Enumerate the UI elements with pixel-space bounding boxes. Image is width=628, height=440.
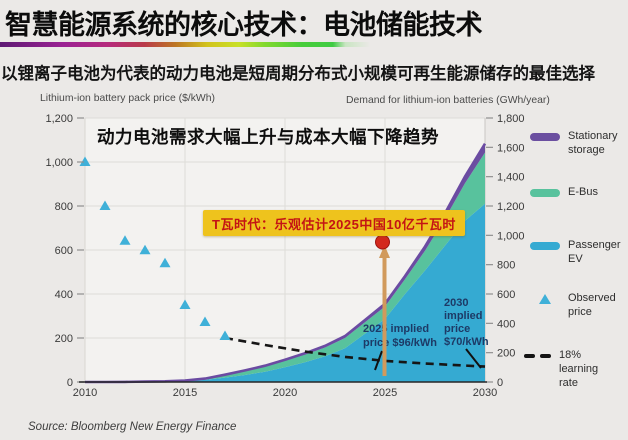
right-tick-label: 200	[497, 348, 515, 360]
right-tick-label: 1,200	[497, 201, 525, 213]
callout-marker-icon	[375, 234, 390, 250]
legend-label: Observed	[568, 292, 616, 304]
observed-price-marker	[199, 316, 211, 326]
right-tick-label: 1,600	[497, 142, 525, 154]
observed-price-marker	[79, 156, 91, 166]
slide-subtitle: 以锂离子电池为代表的动力电池是短周期分布式小规模可再生能源储存的最佳选择	[1, 65, 595, 83]
legend-label: E-Bus	[568, 186, 598, 198]
annotation-2030-line3: price	[444, 323, 470, 335]
right-tick-label: 1,800	[497, 113, 525, 125]
legend-item-observed-price: Observed price	[530, 292, 616, 320]
left-tick-label: 400	[55, 289, 73, 301]
rainbow-divider	[0, 42, 628, 47]
right-tick-label: 400	[497, 318, 515, 330]
observed-price-marker	[119, 235, 131, 245]
legend-label: Stationary	[568, 130, 618, 142]
observed-price-marker	[219, 330, 231, 341]
annotation-2025-line1: 2025 implied	[363, 323, 429, 335]
stationary-storage-swatch-icon	[530, 133, 560, 141]
left-tick-label: 200	[55, 333, 73, 345]
annotation-2025-leader-line	[374, 350, 383, 371]
left-tick-label: 800	[55, 201, 73, 213]
legend-label: Passenger	[568, 239, 621, 251]
legend-item-e-bus: E-Bus	[530, 186, 598, 200]
legend-label: rate	[559, 376, 578, 389]
learning-rate-line	[224, 336, 486, 368]
observed-price-marker	[159, 257, 171, 268]
observed-price-triangle-icon	[539, 294, 551, 304]
annotation-2030-line2: implied	[444, 310, 483, 322]
annotation-2030-leader-line	[465, 348, 482, 369]
legend-label: storage	[568, 143, 605, 156]
left-tick-label: 1,000	[45, 157, 73, 169]
chart-title: 动力电池需求大幅上升与成本大幅下降趋势	[97, 127, 439, 147]
legend-item-learning-rate: 18% learning rate	[524, 349, 598, 390]
left-axis-title: Lithium-ion battery pack price ($/kWh)	[40, 93, 215, 104]
left-tick-label: 1,200	[45, 113, 73, 125]
source-credit: Source: Bloomberg New Energy Finance	[28, 421, 237, 433]
right-tick-label: 800	[497, 260, 515, 272]
annotation-2030-line4: $70/kWh	[444, 336, 489, 348]
x-tick-label: 2020	[273, 387, 297, 399]
observed-price-marker	[139, 244, 151, 255]
x-tick-label: 2010	[73, 387, 97, 399]
observed-price-marker	[179, 299, 191, 309]
right-axis-title: Demand for lithium-ion batteries (GWh/ye…	[346, 95, 550, 106]
legend-label: EV	[568, 252, 583, 265]
x-tick-label: 2030	[473, 387, 497, 399]
right-tick-label: 1,000	[497, 230, 525, 242]
left-tick-label: 0	[67, 377, 73, 389]
demand-price-chart: 0 200 400 600 800 1,000 1,200 0 200 400 600 800 1,00…	[40, 93, 550, 399]
left-tick-label: 600	[55, 245, 73, 257]
x-tick-label: 2025	[373, 387, 397, 399]
legend-label: learning	[559, 362, 599, 375]
axes-and-ticks: 0 200 400 600 800 1,000 1,200 0 200 400 600 800 1,00…	[45, 113, 524, 399]
right-tick-label: 600	[497, 289, 515, 301]
right-tick-label: 0	[497, 377, 503, 389]
observed-price-points	[79, 156, 231, 341]
right-tick-label: 1,400	[497, 172, 525, 184]
dashed-line-icon	[524, 354, 551, 358]
legend-item-stationary-storage: Stationary storage	[530, 130, 618, 158]
x-tick-label: 2015	[173, 387, 197, 399]
callout-box: T瓦时代：乐观估计2025中国10亿千瓦时	[203, 210, 465, 236]
annotation-2025-line2: price $96/kWh	[363, 337, 437, 349]
slide-title: 智慧能源系统的核心技术：电池储能技术	[5, 10, 483, 40]
legend-item-passenger-ev: Passenger EV	[530, 239, 621, 267]
annotation-2030-line1: 2030	[444, 297, 468, 309]
legend-label: price	[568, 305, 592, 318]
observed-price-marker	[99, 200, 111, 210]
legend-label: 18%	[559, 349, 582, 361]
callout-arrow-head	[379, 245, 390, 258]
learning-rate-dashed-line	[224, 336, 486, 368]
e-bus-swatch-icon	[530, 189, 560, 197]
passenger-ev-swatch-icon	[530, 242, 560, 250]
